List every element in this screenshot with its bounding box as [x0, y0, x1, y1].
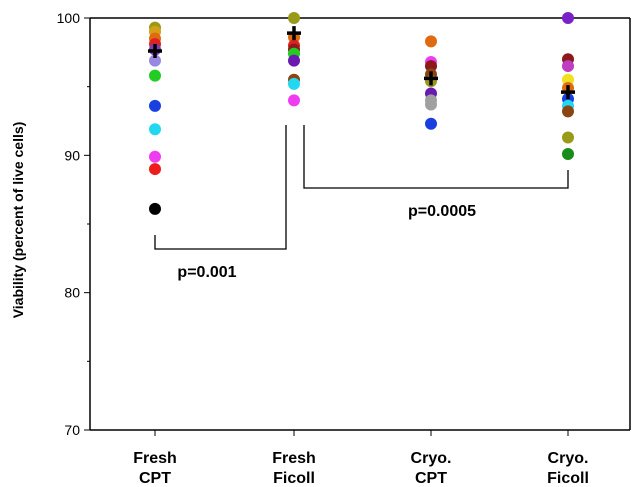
significance-bracket	[154, 125, 287, 250]
mean-marker	[561, 85, 575, 100]
data-point	[288, 12, 300, 24]
data-point	[425, 117, 437, 130]
x-tick-label-line2: Ficoll	[547, 470, 589, 487]
data-point	[149, 163, 161, 176]
data-point	[425, 60, 437, 73]
significance-bracket	[303, 125, 569, 189]
mean-marker	[287, 26, 301, 41]
y-tick-label: 90	[64, 147, 80, 163]
x-tick-label-line1: Fresh	[272, 450, 316, 467]
y-tick-label: 70	[64, 422, 80, 438]
x-tick-label-line1: Cryo.	[548, 450, 589, 467]
mean-marker	[424, 71, 438, 86]
x-tick-label-line1: Cryo.	[411, 450, 452, 467]
data-point	[288, 54, 300, 67]
data-point	[425, 35, 437, 48]
data-point	[562, 12, 574, 24]
data-point	[562, 131, 574, 144]
x-tick-label-line2: CPT	[415, 470, 447, 487]
significance-brackets: p=0.001 p=0.0005	[154, 125, 569, 281]
axes: 70 80 90 100 Fresh CPT Fresh Ficoll Cryo. CPT Cryo…	[57, 10, 631, 487]
data-point	[288, 77, 300, 90]
data-point	[149, 150, 161, 163]
p-value-label: p=0.001	[177, 264, 236, 281]
mean-marker	[148, 43, 162, 58]
data-point	[149, 69, 161, 82]
y-axis-title: Viability (percent of live cells)	[10, 122, 26, 319]
data-point	[425, 98, 437, 111]
x-tick-label-line2: Ficoll	[273, 470, 315, 487]
data-point	[149, 99, 161, 112]
p-value-label: p=0.0005	[408, 203, 476, 220]
data-point	[562, 105, 574, 118]
data-point	[149, 202, 161, 215]
data-point	[149, 54, 161, 67]
y-tick-label: 100	[57, 10, 81, 26]
data-point	[562, 147, 574, 160]
data-point	[288, 94, 300, 107]
data-point	[562, 73, 574, 86]
data-point	[149, 123, 161, 136]
data-points	[148, 12, 575, 215]
data-point	[562, 60, 574, 73]
x-tick-label-line1: Fresh	[133, 450, 177, 467]
x-tick-label-line2: CPT	[139, 470, 171, 487]
y-tick-label: 80	[64, 285, 80, 301]
